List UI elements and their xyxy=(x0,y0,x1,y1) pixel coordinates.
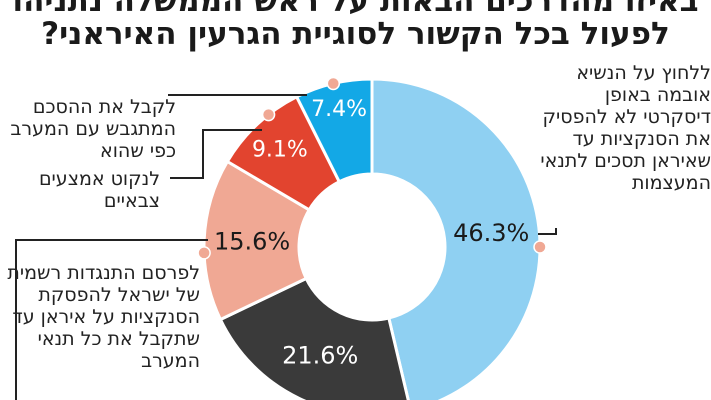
value-label-4: 9.1% xyxy=(252,137,308,162)
donut-slice-5 xyxy=(294,77,374,184)
slice-marker-dot-4 xyxy=(261,107,276,122)
slice-marker-dot-5 xyxy=(326,76,341,91)
donut-slice-1 xyxy=(370,77,542,400)
leader-line-slice-1 xyxy=(538,228,557,235)
leader-line-slice-3 xyxy=(170,129,262,179)
chart-title-line-1: באיזו מהדרכים הבאות על ראש הממשלה נתניהו xyxy=(12,0,699,19)
slice-label-official-opposition: לפרסם התנגדות רשמית של ישראל להפסקת הסנק… xyxy=(7,262,200,372)
leader-line-slice-2 xyxy=(15,239,208,400)
slice-label-pressure-obama: ללחוץ על הנשיא אובמה באופן דיסקרטי לא לה… xyxy=(540,62,711,194)
slice-label-accept-agreement: לקבל את ההסכם המתגבש עם המערב כפי שהוא xyxy=(10,96,176,162)
value-label-3: 15.6% xyxy=(214,228,290,256)
donut-slice-3 xyxy=(202,159,312,322)
slice-marker-dot-3 xyxy=(197,246,211,260)
slice-marker-dot-1 xyxy=(533,240,547,254)
value-label-5: 7.4% xyxy=(311,97,367,122)
slice-label-military-action: לנקוט אמצעים צבאיים xyxy=(38,168,160,212)
value-label-1: 46.3% xyxy=(453,219,529,247)
chart-title-line-2: לפעול בכל הקשור לסוגיית הגרעין האיראני? xyxy=(41,16,670,52)
value-label-2: 21.6% xyxy=(282,341,358,369)
donut-slice-2 xyxy=(218,276,410,400)
